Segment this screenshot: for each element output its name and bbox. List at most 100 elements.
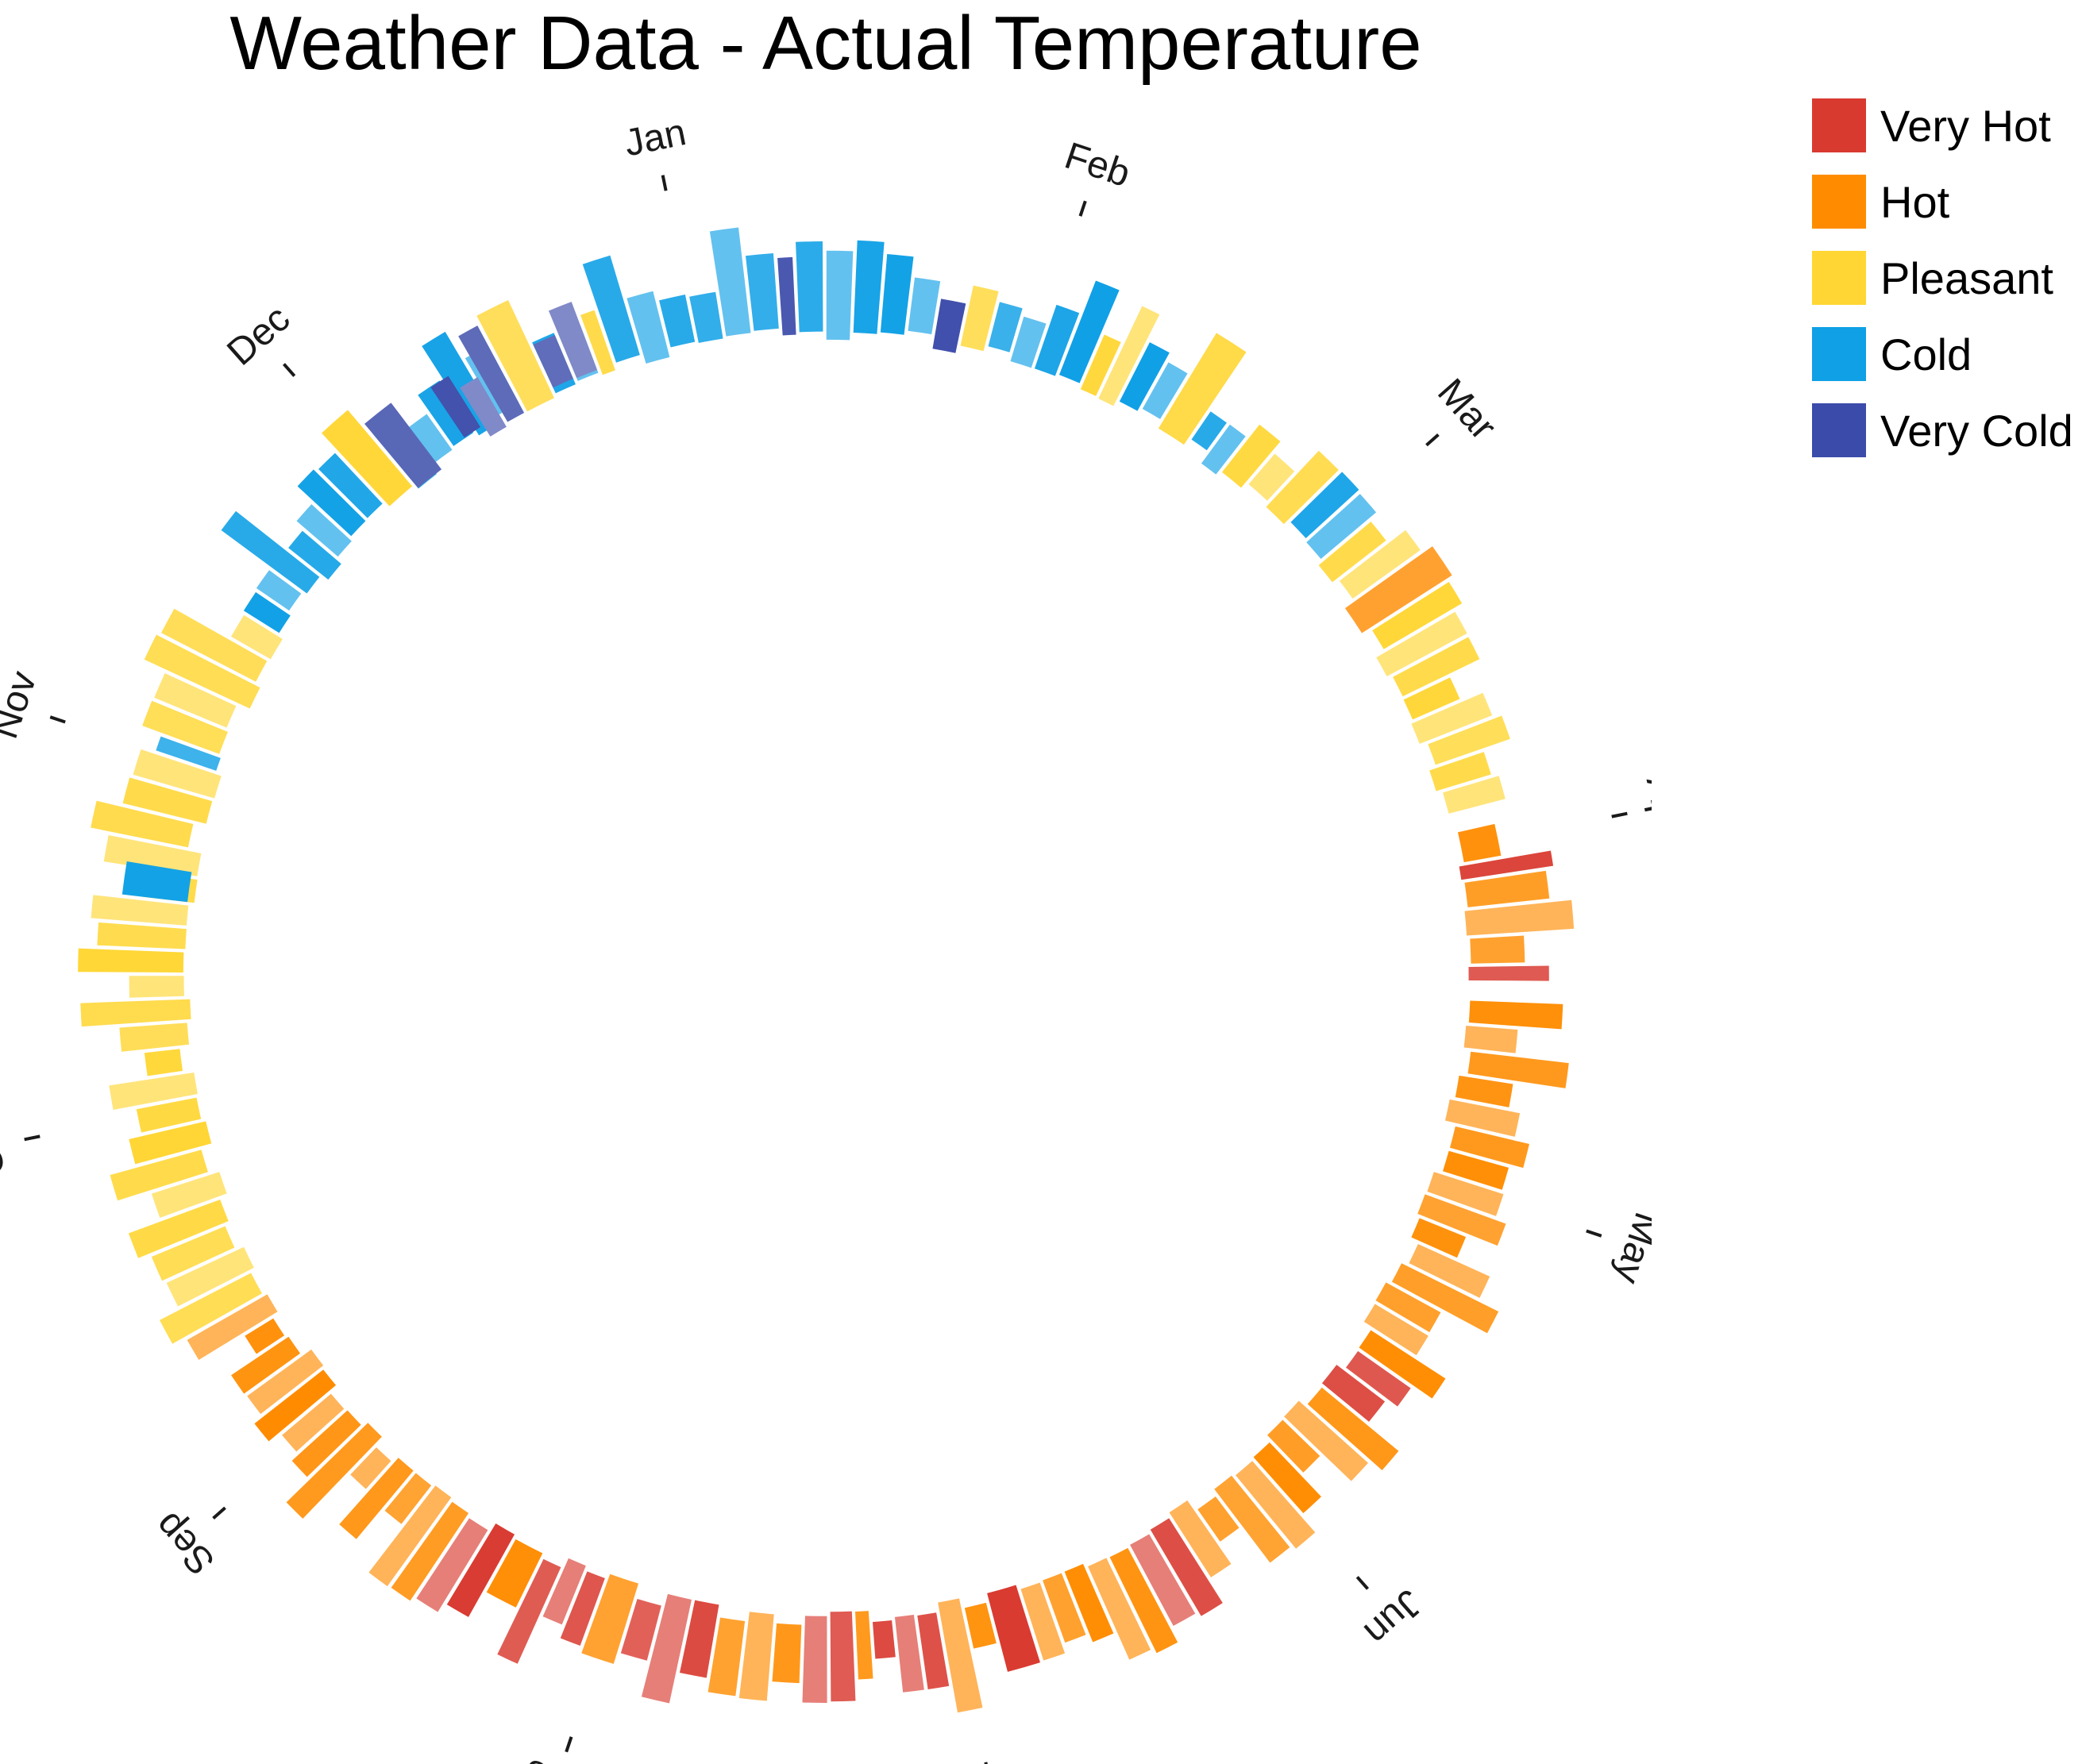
bar-hot	[1064, 1563, 1114, 1643]
bar-very-cold	[458, 325, 525, 422]
bar-hot	[384, 1473, 432, 1524]
bar-hot	[1236, 1461, 1316, 1549]
month-label-jun: Jun	[1356, 1581, 1430, 1654]
bar-hot	[964, 1602, 997, 1649]
bar-hot	[1359, 1330, 1446, 1399]
bar-very-hot	[1468, 965, 1549, 981]
bar-hot	[1457, 823, 1502, 863]
bar-very-hot	[497, 1558, 561, 1664]
bar-cold	[908, 277, 941, 335]
bar-pleasant	[580, 310, 615, 376]
bar-hot	[1470, 935, 1525, 964]
legend-item-cold: Cold	[1812, 316, 2073, 392]
bar-very-hot	[872, 1620, 896, 1659]
bar-very-hot	[446, 1523, 515, 1617]
bar-pleasant	[1339, 530, 1421, 599]
chart-title: Weather Data - Actual Temperature	[229, 1, 1422, 86]
bar-very-hot	[1130, 1534, 1196, 1627]
bar-hot	[254, 1369, 337, 1442]
bar-pleasant	[151, 1226, 235, 1281]
bar-cold	[880, 253, 914, 335]
bar-hot	[1253, 1442, 1321, 1514]
bar-pleasant	[142, 700, 228, 754]
month-label-aug: Aug	[515, 1757, 593, 1764]
bar-hot	[581, 1573, 639, 1664]
bar-pleasant	[1403, 677, 1460, 720]
bar-cold	[1034, 304, 1080, 376]
bar-pleasant	[1393, 637, 1480, 697]
bar-very-hot	[1150, 1518, 1223, 1616]
bar-very-hot	[894, 1614, 924, 1693]
bar-pleasant	[80, 999, 191, 1027]
month-tick	[565, 1736, 573, 1753]
month-tick	[661, 175, 668, 191]
bar-pleasant	[230, 614, 283, 660]
legend-label: Pleasant	[1880, 252, 2053, 303]
month-tick	[1425, 433, 1440, 447]
bar-hot	[1088, 1558, 1151, 1660]
bar-hot	[1391, 1263, 1499, 1334]
bar-cold	[659, 294, 696, 348]
month-label-may: May	[1606, 1207, 1652, 1289]
bar-very-cold	[364, 402, 442, 488]
bar-very-cold	[460, 377, 507, 437]
bar-pleasant	[1428, 715, 1510, 765]
month-label-dec: Dec	[219, 298, 298, 374]
month-tick	[283, 363, 296, 377]
month-label-sep: Sep	[147, 1504, 223, 1583]
bar-pleasant	[110, 1150, 208, 1201]
bar-cold	[1201, 424, 1246, 475]
bar-pleasant	[1372, 581, 1463, 649]
bar-very-cold	[548, 302, 598, 379]
bar-cold	[156, 736, 221, 771]
bar-hot	[286, 1423, 382, 1519]
bar-pleasant	[122, 777, 213, 824]
legend-label: Cold	[1880, 329, 1972, 379]
bar-hot	[339, 1458, 414, 1539]
bar-pleasant	[1443, 776, 1506, 814]
bar-pleasant	[960, 285, 999, 352]
bar-pleasant	[151, 1172, 227, 1218]
bar-hot	[1417, 1194, 1506, 1246]
bar-hot	[1267, 1419, 1321, 1473]
bar-very-hot	[802, 1616, 827, 1704]
bar-hot	[1197, 1496, 1240, 1542]
bar-very-cold	[932, 298, 966, 353]
bar-pleasant	[109, 1073, 198, 1110]
legend-label: Very Hot	[1880, 100, 2051, 151]
bar-cold	[1191, 411, 1227, 451]
bar-hot	[1427, 1172, 1504, 1216]
legend-swatch	[1812, 403, 1866, 457]
bar-cold	[256, 570, 302, 611]
month-tick	[1611, 811, 1628, 818]
bar-hot	[707, 1617, 746, 1697]
month-tick	[1078, 200, 1087, 217]
bar-pleasant	[129, 976, 184, 998]
bar-cold	[296, 504, 352, 557]
month-axis-labels: JanFebMarAprMayJunJulAugSepOctNovDec	[0, 111, 1652, 1764]
bar-pleasant	[1158, 333, 1247, 445]
bar-pleasant	[1248, 453, 1295, 501]
legend-swatch	[1812, 98, 1866, 152]
legend: Very Hot Hot Pleasant Cold Very Cold	[1812, 87, 2073, 468]
bar-hot	[247, 1349, 324, 1415]
bar-pleasant	[166, 1246, 254, 1307]
bar-pleasant	[1411, 692, 1493, 744]
bar-cold	[1142, 362, 1188, 419]
bar-cold	[853, 240, 885, 334]
bar-pleasant	[144, 1049, 183, 1077]
bar-very-cold	[777, 256, 796, 336]
bar-cold	[826, 250, 854, 341]
bar-hot	[1409, 1244, 1490, 1298]
bar-hot	[187, 1294, 278, 1360]
month-label-feb: Feb	[1059, 135, 1135, 196]
bar-pleasant	[78, 948, 184, 973]
bar-cold	[121, 861, 192, 903]
bar-hot	[1307, 1387, 1399, 1471]
bar-pleasant	[128, 1199, 229, 1258]
bar-hot	[738, 1612, 774, 1701]
bar-pleasant	[161, 608, 268, 682]
bar-very-hot	[416, 1518, 488, 1612]
bar-very-hot	[542, 1558, 586, 1625]
bar-pleasant	[476, 299, 554, 412]
